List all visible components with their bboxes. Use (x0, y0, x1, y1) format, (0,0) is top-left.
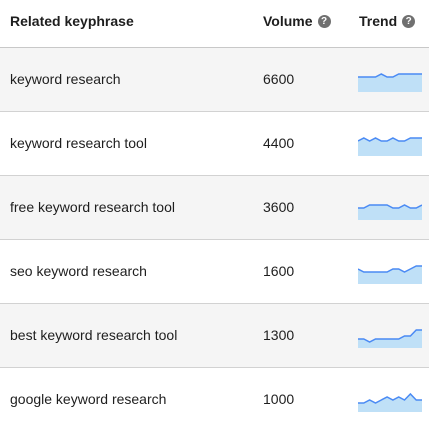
sparkline-line (358, 329, 422, 343)
trend-header-label: Trend (359, 13, 398, 29)
sparkline-area (358, 138, 422, 156)
sparkline-svg (358, 137, 422, 156)
table-row: best keyword research tool 1300 (0, 304, 429, 368)
volume-help-icon[interactable]: ? (317, 14, 331, 28)
sparkline-svg (358, 204, 422, 220)
sparkline-svg (358, 73, 422, 92)
trend-sparkline (358, 68, 422, 92)
trend-sparkline (358, 324, 422, 348)
volume-cell: 1600 (263, 263, 295, 279)
sparkline-area (358, 266, 422, 284)
keyphrase-cell: best keyword research tool (10, 327, 178, 343)
sparkline-line (358, 204, 422, 209)
table-row: keyword research tool 4400 (0, 112, 429, 176)
sparkline-svg (358, 392, 422, 412)
volume-cell: 6600 (263, 71, 295, 87)
table-row: keyword research 6600 (0, 48, 429, 112)
sparkline-line (358, 73, 422, 78)
keyphrase-cell: keyword research (10, 71, 121, 87)
trend-sparkline (358, 132, 422, 156)
column-header-volume: Volume ? (263, 13, 331, 29)
keyphrase-cell: google keyword research (10, 391, 167, 407)
keyphrase-header-label: Related keyphrase (10, 13, 134, 29)
volume-cell: 3600 (263, 199, 295, 215)
trend-help-icon[interactable]: ? (402, 14, 416, 28)
column-header-trend: Trend ? (359, 13, 416, 29)
volume-header-label: Volume (263, 13, 313, 29)
table-header: Related keyphrase Volume ? Trend ? (0, 0, 429, 48)
sparkline-line (358, 392, 422, 404)
trend-sparkline (358, 196, 422, 220)
keyphrase-cell: free keyword research tool (10, 199, 175, 215)
volume-cell: 1300 (263, 327, 295, 343)
column-header-keyphrase: Related keyphrase (10, 13, 134, 29)
sparkline-svg (358, 265, 422, 284)
trend-sparkline (358, 388, 422, 412)
keyphrase-cell: seo keyword research (10, 263, 147, 279)
sparkline-svg (358, 329, 422, 348)
sparkline-line (358, 137, 422, 142)
trend-sparkline (358, 260, 422, 284)
volume-cell: 1000 (263, 391, 295, 407)
sparkline-area (358, 205, 422, 220)
table-row: seo keyword research 1600 (0, 240, 429, 304)
keyphrase-cell: keyword research tool (10, 135, 147, 151)
volume-cell: 4400 (263, 135, 295, 151)
sparkline-line (358, 265, 422, 273)
table-row: google keyword research 1000 (0, 368, 429, 433)
table-row: free keyword research tool 3600 (0, 176, 429, 240)
sparkline-area (358, 74, 422, 92)
